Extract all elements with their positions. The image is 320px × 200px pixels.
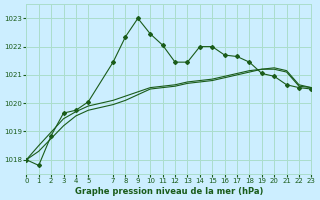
X-axis label: Graphe pression niveau de la mer (hPa): Graphe pression niveau de la mer (hPa) bbox=[75, 187, 263, 196]
